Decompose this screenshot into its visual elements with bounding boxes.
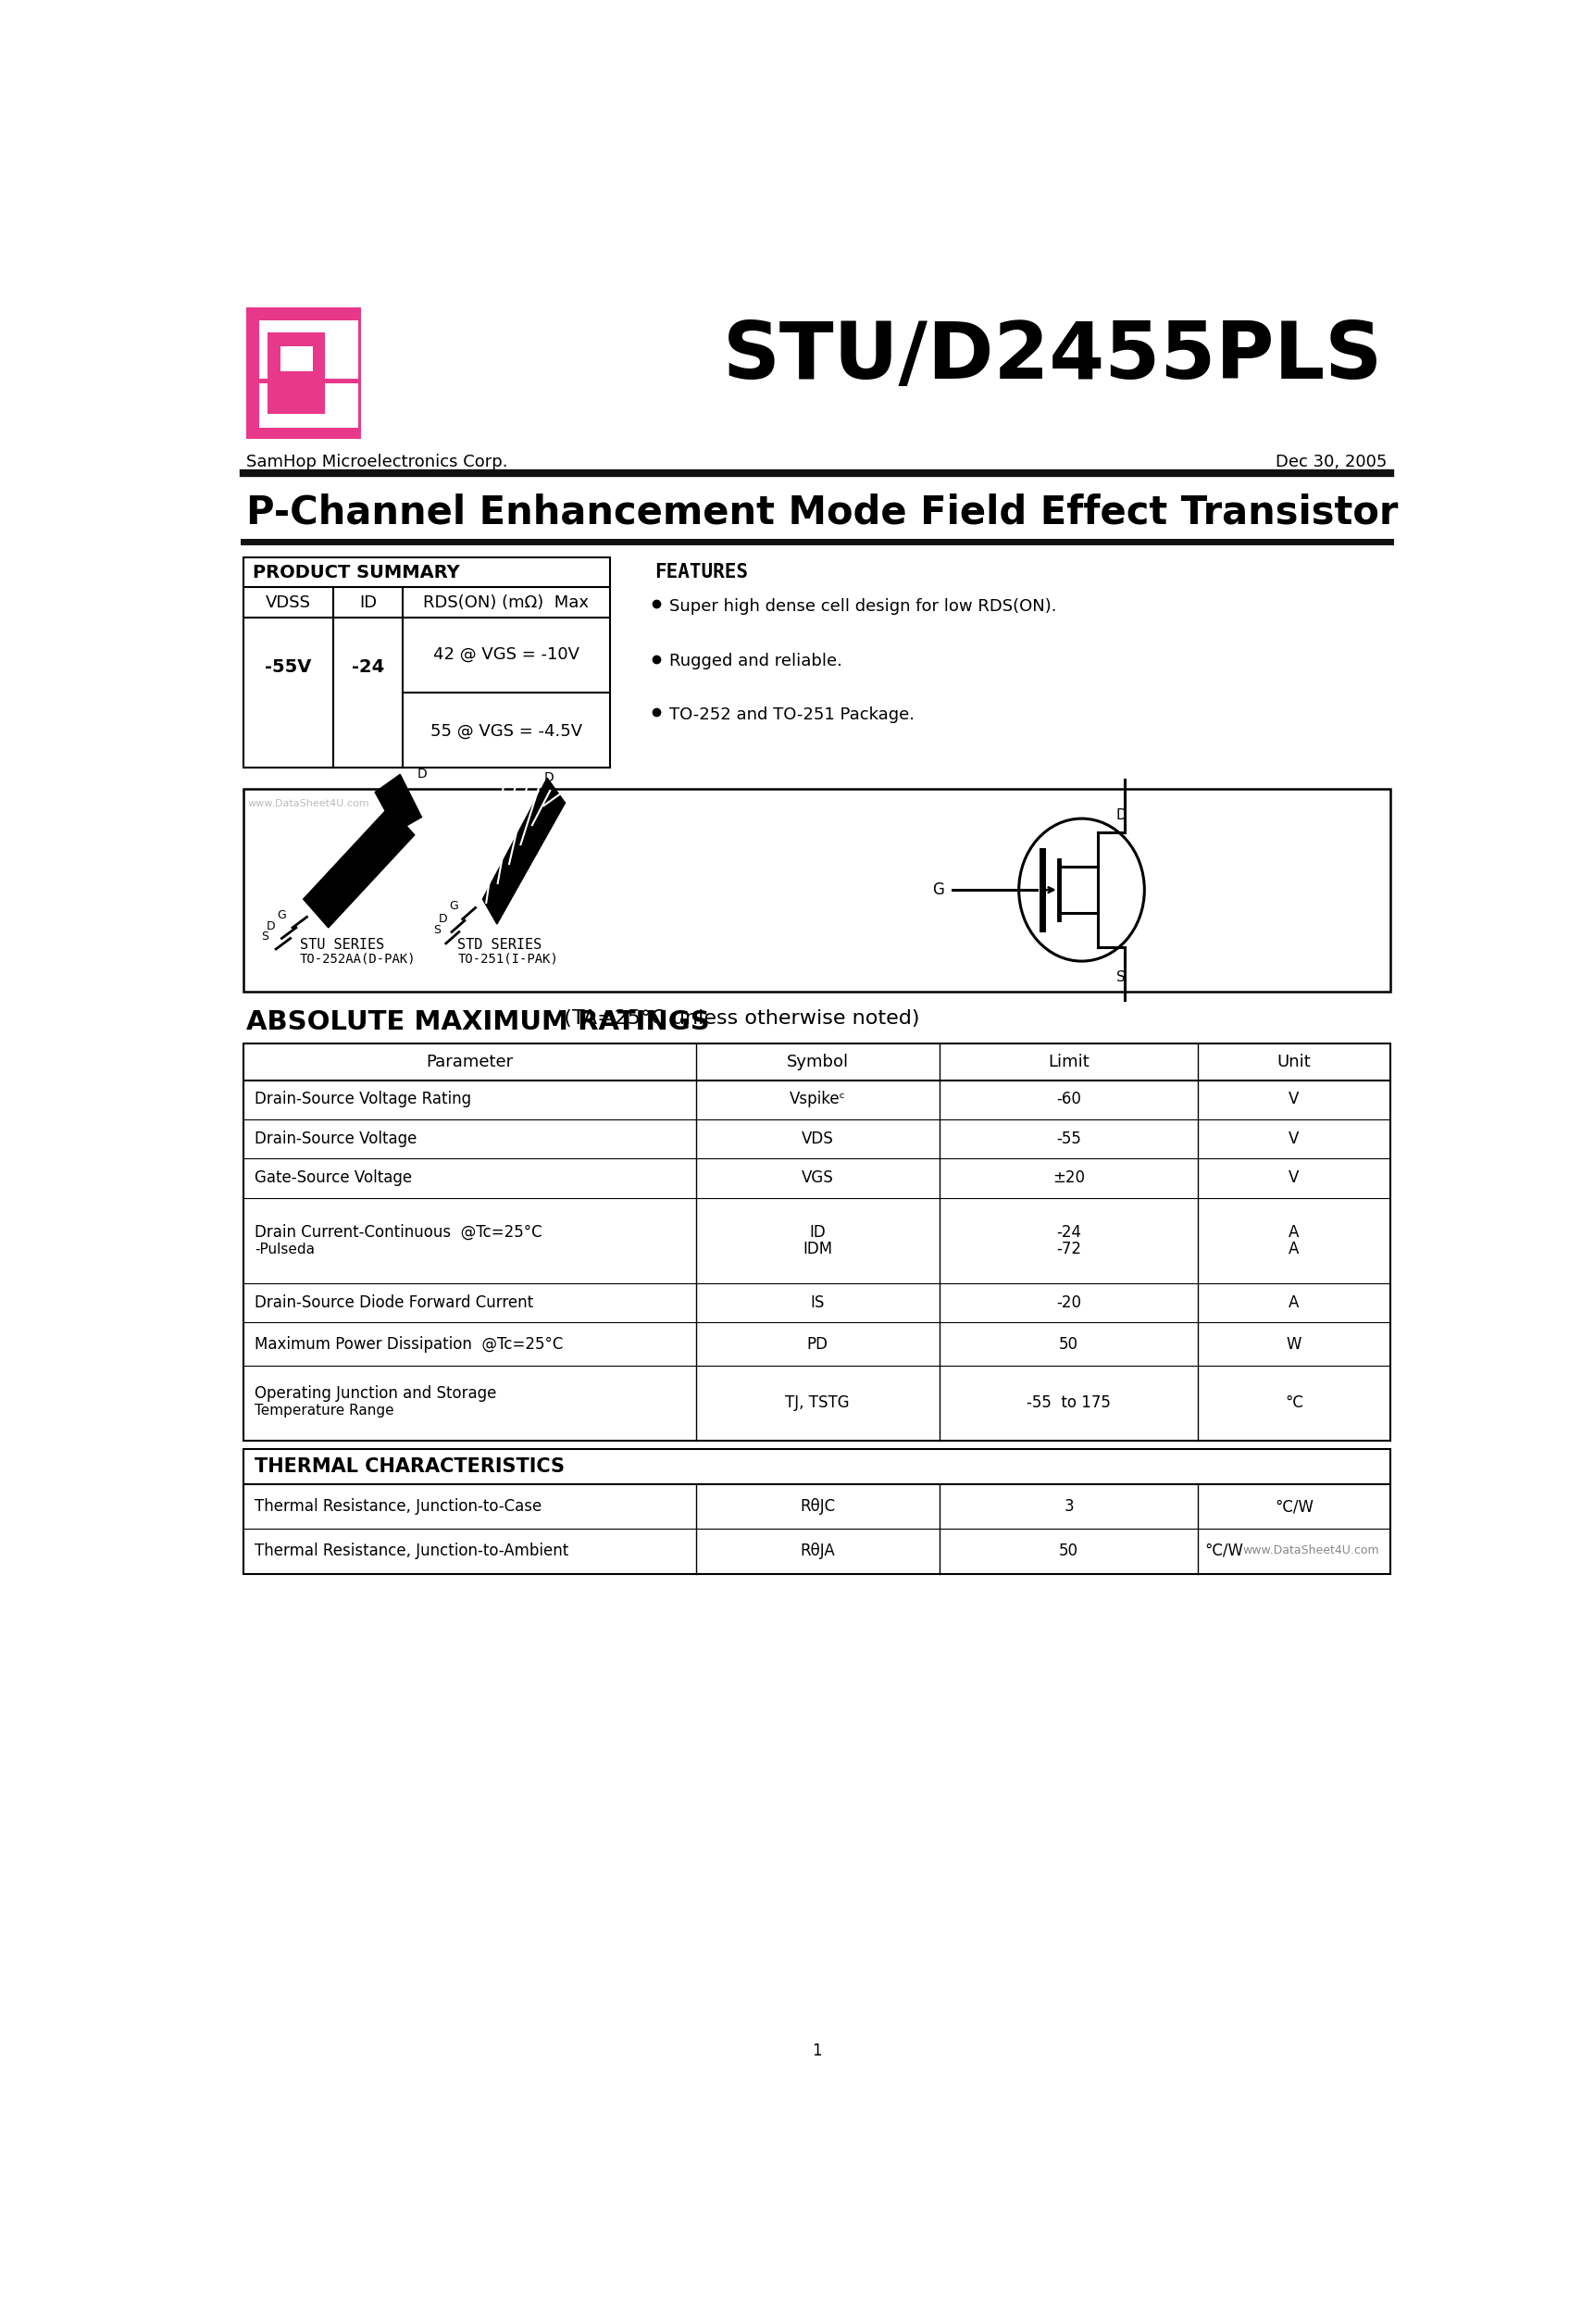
- Text: FEATURES: FEATURES: [655, 562, 748, 581]
- Text: IDM: IDM: [803, 1241, 832, 1257]
- Text: Dec 30, 2005: Dec 30, 2005: [1275, 453, 1387, 469]
- Text: D: D: [545, 772, 555, 783]
- Bar: [244, 1043, 1390, 1441]
- Text: 50: 50: [1058, 1336, 1079, 1353]
- Text: G: G: [450, 899, 459, 913]
- Bar: [244, 788, 1390, 992]
- Text: STD SERIES: STD SERIES: [457, 939, 542, 953]
- Text: VGS: VGS: [802, 1169, 834, 1185]
- Text: 50: 50: [1058, 1543, 1079, 1559]
- Text: RθJA: RθJA: [800, 1543, 835, 1559]
- Polygon shape: [375, 774, 422, 832]
- Text: Thermal Resistance, Junction-to-Case: Thermal Resistance, Junction-to-Case: [255, 1499, 542, 1515]
- Text: Vspikeᶜ: Vspikeᶜ: [789, 1092, 846, 1109]
- Text: THERMAL CHARACTERISTICS: THERMAL CHARACTERISTICS: [255, 1457, 564, 1476]
- Text: SamHop Microelectronics Corp.: SamHop Microelectronics Corp.: [245, 453, 507, 469]
- Text: -Pulseda: -Pulseda: [255, 1243, 314, 1257]
- Text: -55  to 175: -55 to 175: [1027, 1394, 1111, 1411]
- Text: www.DataSheet4U.com: www.DataSheet4U.com: [249, 799, 370, 809]
- Text: °C: °C: [1285, 1394, 1304, 1411]
- Text: (TA=25°C unless otherwise noted): (TA=25°C unless otherwise noted): [552, 1009, 920, 1027]
- Text: -24: -24: [1057, 1225, 1081, 1241]
- Text: -55V: -55V: [265, 658, 311, 676]
- Bar: [258, 383, 357, 428]
- Text: A: A: [1288, 1294, 1299, 1311]
- Text: S: S: [1116, 971, 1125, 985]
- Text: V: V: [1288, 1169, 1299, 1185]
- Text: Rugged and reliable.: Rugged and reliable.: [669, 653, 842, 669]
- Bar: [245, 307, 360, 439]
- Text: STU/D2455PLS: STU/D2455PLS: [724, 318, 1384, 395]
- Text: STU SERIES: STU SERIES: [300, 939, 384, 953]
- Text: Drain-Source Diode Forward Current: Drain-Source Diode Forward Current: [255, 1294, 534, 1311]
- Text: VDS: VDS: [802, 1129, 834, 1148]
- Text: -24: -24: [352, 658, 384, 676]
- Text: -20: -20: [1057, 1294, 1081, 1311]
- Text: 3: 3: [1063, 1499, 1074, 1515]
- Text: Drain-Source Voltage Rating: Drain-Source Voltage Rating: [255, 1092, 472, 1109]
- Text: www.DataSheet4U.com: www.DataSheet4U.com: [1243, 1545, 1379, 1557]
- Text: G: G: [932, 881, 944, 897]
- Text: -60: -60: [1057, 1092, 1081, 1109]
- Text: PRODUCT SUMMARY: PRODUCT SUMMARY: [252, 565, 459, 581]
- Text: °C/W: °C/W: [1275, 1499, 1313, 1515]
- Text: Temperature Range: Temperature Range: [255, 1404, 394, 1418]
- Text: S: S: [261, 932, 269, 944]
- Text: D: D: [438, 913, 448, 925]
- Polygon shape: [303, 806, 414, 927]
- Text: G: G: [277, 909, 287, 923]
- Text: A: A: [1288, 1241, 1299, 1257]
- Text: V: V: [1288, 1129, 1299, 1148]
- Text: Operating Junction and Storage: Operating Junction and Storage: [255, 1385, 496, 1401]
- Text: Gate-Source Voltage: Gate-Source Voltage: [255, 1169, 411, 1185]
- Bar: [281, 346, 312, 372]
- Text: A: A: [1288, 1225, 1299, 1241]
- Text: D: D: [266, 920, 276, 932]
- Text: Super high dense cell design for low RDS(ON).: Super high dense cell design for low RDS…: [669, 597, 1057, 616]
- Text: VDSS: VDSS: [266, 595, 311, 611]
- Bar: [244, 1448, 1390, 1573]
- Polygon shape: [483, 779, 566, 925]
- Text: W: W: [1286, 1336, 1302, 1353]
- Text: -72: -72: [1057, 1241, 1081, 1257]
- Text: Thermal Resistance, Junction-to-Ambient: Thermal Resistance, Junction-to-Ambient: [255, 1543, 569, 1559]
- Text: D: D: [1116, 809, 1127, 823]
- Text: Limit: Limit: [1047, 1053, 1089, 1069]
- Text: Drain Current-Continuous  @Tc=25°C: Drain Current-Continuous @Tc=25°C: [255, 1225, 542, 1241]
- Text: S: S: [434, 925, 442, 937]
- Text: IS: IS: [810, 1294, 824, 1311]
- Bar: [244, 558, 609, 767]
- Text: 55 @ VGS = -4.5V: 55 @ VGS = -4.5V: [430, 723, 582, 739]
- Text: -55: -55: [1057, 1129, 1081, 1148]
- Text: Maximum Power Dissipation  @Tc=25°C: Maximum Power Dissipation @Tc=25°C: [255, 1336, 563, 1353]
- Text: TJ, TSTG: TJ, TSTG: [786, 1394, 850, 1411]
- Text: Unit: Unit: [1277, 1053, 1310, 1069]
- Bar: [258, 321, 357, 379]
- Text: °C/W: °C/W: [1205, 1543, 1243, 1559]
- Text: Symbol: Symbol: [786, 1053, 848, 1069]
- Text: TO-252 and TO-251 Package.: TO-252 and TO-251 Package.: [669, 706, 915, 723]
- Text: V: V: [1288, 1092, 1299, 1109]
- Text: TO-251(I-PAK): TO-251(I-PAK): [457, 953, 558, 964]
- Text: ±20: ±20: [1052, 1169, 1086, 1185]
- Text: Drain-Source Voltage: Drain-Source Voltage: [255, 1129, 416, 1148]
- Text: RDS(ON) (mΩ)  Max: RDS(ON) (mΩ) Max: [424, 595, 590, 611]
- Text: 1: 1: [811, 2043, 823, 2059]
- Text: TO-252AA(D-PAK): TO-252AA(D-PAK): [300, 953, 416, 964]
- Text: Parameter: Parameter: [426, 1053, 513, 1069]
- Bar: [268, 332, 325, 414]
- Text: ABSOLUTE MAXIMUM RATINGS: ABSOLUTE MAXIMUM RATINGS: [245, 1009, 709, 1037]
- Text: ID: ID: [359, 595, 376, 611]
- Text: ID: ID: [810, 1225, 826, 1241]
- Text: RθJC: RθJC: [800, 1499, 835, 1515]
- Text: D: D: [416, 767, 427, 781]
- Text: P-Channel Enhancement Mode Field Effect Transistor: P-Channel Enhancement Mode Field Effect …: [245, 493, 1398, 532]
- Text: PD: PD: [807, 1336, 829, 1353]
- Text: 42 @ VGS = -10V: 42 @ VGS = -10V: [434, 646, 580, 662]
